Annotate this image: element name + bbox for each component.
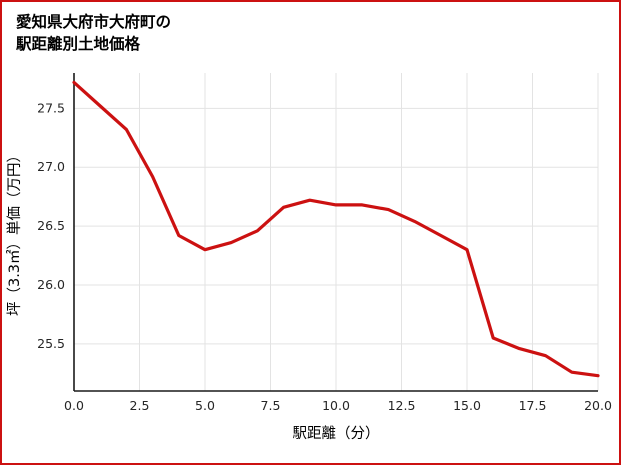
x-tick-label: 10.0 <box>322 398 350 413</box>
x-tick-label: 2.5 <box>130 398 150 413</box>
y-tick-label: 25.5 <box>37 336 65 351</box>
line-chart: 0.0 2.5 5.0 7.5 10.0 12.5 15.0 17.5 20.0 25.5 26.0… <box>6 73 612 442</box>
x-tick-label: 17.5 <box>519 398 547 413</box>
x-tick-label: 15.0 <box>453 398 481 413</box>
chart-title-line2: 駅距離別土地価格 <box>16 34 141 53</box>
price-line-series <box>72 81 600 378</box>
x-tick-label: 5.0 <box>195 398 215 413</box>
chart-title: 愛知県大府市大府町の 駅距離別土地価格 <box>2 2 619 55</box>
x-tick-label: 0.0 <box>64 398 84 413</box>
x-tick-label: 20.0 <box>584 398 612 413</box>
y-tick-label: 27.0 <box>37 160 65 175</box>
x-tick-label: 12.5 <box>388 398 416 413</box>
y-tick-label: 26.5 <box>37 218 65 233</box>
x-tick-label: 7.5 <box>261 398 281 413</box>
chart-title-line1: 愛知県大府市大府町の <box>16 13 172 31</box>
y-axis-label: 坪（3.3㎡）単価（万円） <box>6 148 23 316</box>
y-tick-label: 27.5 <box>37 101 65 116</box>
y-tick-label: 26.0 <box>37 277 65 292</box>
x-axis-label: 駅距離（分） <box>293 424 380 442</box>
